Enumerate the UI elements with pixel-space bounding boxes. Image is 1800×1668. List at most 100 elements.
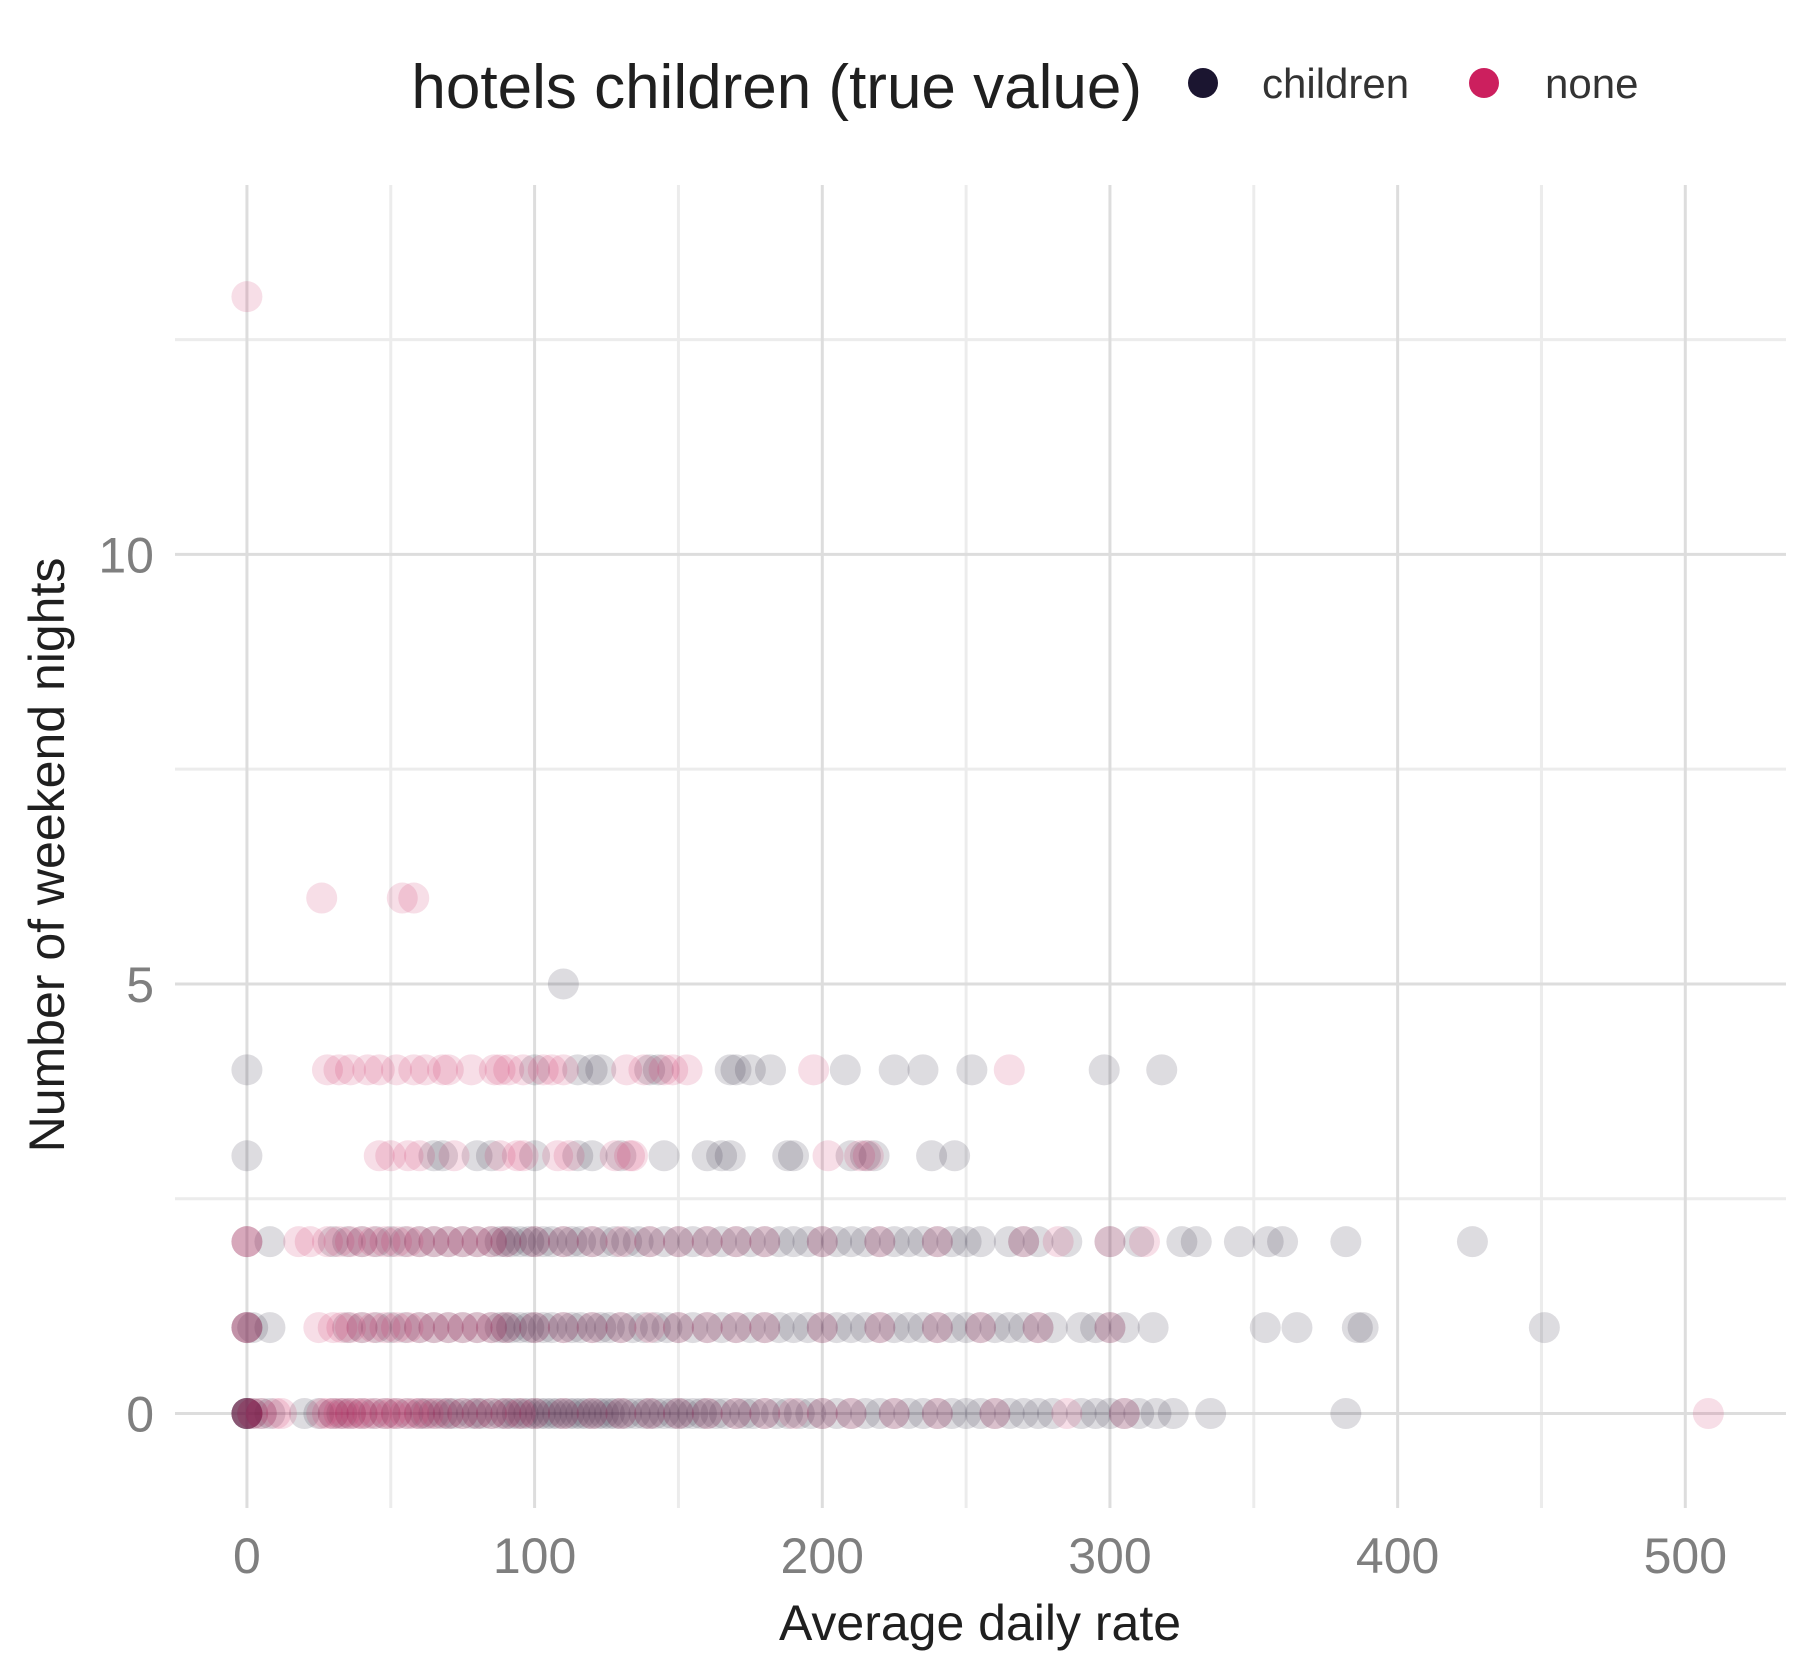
data-point-children bbox=[501, 1398, 533, 1429]
data-point-children bbox=[332, 1312, 364, 1344]
data-point-none bbox=[346, 1226, 378, 1258]
data-point-none bbox=[662, 1312, 694, 1344]
data-point-none bbox=[392, 1226, 424, 1258]
data-point-children bbox=[720, 1398, 752, 1429]
data-point-children bbox=[1166, 1226, 1198, 1258]
data-point-children bbox=[1094, 1398, 1126, 1429]
data-point-children bbox=[231, 1398, 263, 1429]
data-point-none bbox=[484, 1054, 516, 1086]
data-point-children bbox=[317, 1226, 349, 1258]
data-point-none bbox=[326, 1312, 358, 1344]
data-point-none bbox=[334, 1312, 366, 1344]
data-point-children bbox=[965, 1398, 996, 1429]
chart-title: hotels children (true value) bbox=[411, 53, 1142, 122]
data-point-children bbox=[455, 1398, 487, 1429]
data-point-none bbox=[231, 1226, 263, 1258]
data-point-children bbox=[993, 1312, 1025, 1344]
data-point-children bbox=[231, 1140, 263, 1172]
data-point-children bbox=[622, 1226, 654, 1258]
data-point-children bbox=[519, 1140, 551, 1172]
y-tick-label: 10 bbox=[98, 527, 154, 583]
data-point-children bbox=[254, 1398, 286, 1429]
data-point-none bbox=[691, 1312, 723, 1344]
data-point-none bbox=[527, 1054, 559, 1086]
data-point-children bbox=[806, 1226, 838, 1258]
data-point-children bbox=[634, 1226, 666, 1258]
x-tick-label: 400 bbox=[1356, 1528, 1439, 1584]
data-point-none bbox=[386, 882, 418, 914]
data-point-none bbox=[237, 1398, 269, 1429]
data-point-children bbox=[490, 1312, 522, 1344]
data-point-none bbox=[490, 1226, 522, 1258]
data-point-children bbox=[576, 1398, 608, 1429]
data-point-none bbox=[404, 1312, 436, 1344]
data-point-none bbox=[329, 1398, 361, 1429]
y-axis-ticks: 0 5 10 bbox=[98, 527, 154, 1442]
legend-label-children: children bbox=[1262, 60, 1409, 107]
data-point-children bbox=[288, 1398, 320, 1429]
data-point-children bbox=[691, 1398, 723, 1429]
data-point-children bbox=[691, 1140, 723, 1172]
data-point-none bbox=[421, 1398, 453, 1429]
data-point-children bbox=[524, 1398, 556, 1429]
data-point-children bbox=[1528, 1312, 1560, 1344]
data-point-children bbox=[447, 1312, 479, 1344]
data-point-children bbox=[648, 1398, 680, 1429]
data-point-none bbox=[720, 1398, 752, 1429]
data-point-children bbox=[950, 1226, 982, 1258]
data-point-children bbox=[547, 1398, 579, 1429]
data-point-children bbox=[783, 1398, 815, 1429]
data-point-children bbox=[231, 1226, 263, 1258]
data-point-children bbox=[254, 1226, 286, 1258]
data-point-children bbox=[332, 1226, 364, 1258]
series-none bbox=[231, 281, 1724, 1429]
data-point-none bbox=[340, 1398, 372, 1429]
data-point-children bbox=[496, 1226, 528, 1258]
data-point-none bbox=[447, 1312, 479, 1344]
data-point-none bbox=[662, 1226, 694, 1258]
data-point-children bbox=[1252, 1226, 1284, 1258]
data-point-children bbox=[418, 1398, 450, 1429]
data-point-none bbox=[749, 1312, 781, 1344]
data-point-children bbox=[616, 1312, 648, 1344]
data-point-none bbox=[720, 1312, 752, 1344]
data-point-none bbox=[381, 1226, 413, 1258]
data-point-children bbox=[760, 1398, 792, 1429]
data-point-children bbox=[381, 1398, 413, 1429]
data-point-none bbox=[352, 1398, 384, 1429]
data-point-children bbox=[677, 1398, 709, 1429]
data-point-children bbox=[878, 1226, 910, 1258]
data-point-children bbox=[1330, 1226, 1362, 1258]
data-point-children bbox=[547, 968, 579, 1000]
data-point-children bbox=[921, 1226, 953, 1258]
data-point-children bbox=[447, 1226, 479, 1258]
data-point-children bbox=[467, 1398, 499, 1429]
data-point-none bbox=[381, 1398, 413, 1429]
data-point-children bbox=[369, 1398, 401, 1429]
data-point-none bbox=[357, 1226, 389, 1258]
data-point-none bbox=[303, 1312, 335, 1344]
data-point-none bbox=[265, 1398, 297, 1429]
data-point-children bbox=[685, 1398, 717, 1429]
data-point-none bbox=[576, 1226, 608, 1258]
data-point-children bbox=[1022, 1226, 1054, 1258]
data-point-children bbox=[562, 1054, 594, 1086]
data-point-children bbox=[858, 1140, 890, 1172]
data-point-children bbox=[1180, 1226, 1212, 1258]
data-point-children bbox=[749, 1312, 781, 1344]
data-point-none bbox=[501, 1140, 533, 1172]
data-point-children bbox=[829, 1054, 861, 1086]
data-point-none bbox=[334, 1398, 366, 1429]
data-point-children bbox=[519, 1398, 551, 1429]
data-point-children bbox=[1051, 1226, 1083, 1258]
data-point-none bbox=[427, 1054, 459, 1086]
data-point-children bbox=[1065, 1312, 1097, 1344]
data-point-children bbox=[835, 1140, 867, 1172]
data-point-children bbox=[519, 1226, 551, 1258]
data-point-children bbox=[536, 1312, 568, 1344]
data-point-children bbox=[706, 1140, 738, 1172]
data-point-children bbox=[432, 1398, 464, 1429]
data-point-none bbox=[519, 1398, 551, 1429]
